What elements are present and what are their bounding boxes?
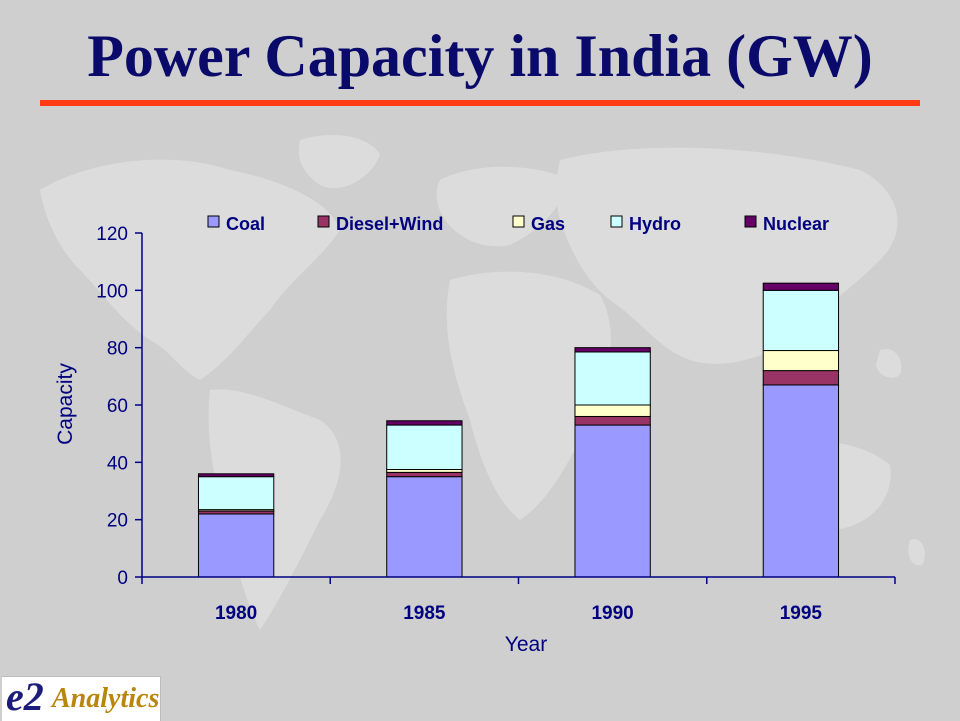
slide-title: Power Capacity in India (GW): [87, 23, 873, 89]
legend-label: Nuclear: [763, 214, 829, 234]
logo-mark: e2: [6, 674, 44, 719]
x-tick-label: 1990: [591, 603, 633, 624]
bar-segment-nuclear: [574, 347, 651, 353]
bar-segment-hydro: [762, 289, 840, 352]
north-america-shape: [40, 159, 340, 380]
bar-segment-nuclear: [762, 282, 840, 291]
bar-segment-coal: [762, 384, 840, 578]
y-tick-label: 100: [96, 281, 128, 302]
e2-analytics-logo: e2 Analytics: [2, 674, 161, 721]
bar-segment-hydro: [574, 351, 651, 406]
logo-word: Analytics: [52, 683, 160, 714]
legend-label: Gas: [531, 214, 565, 234]
y-tick-label: 40: [107, 453, 128, 474]
bar-segment-coal: [197, 513, 275, 578]
x-axis: 1980 1985 1990 1995: [141, 576, 896, 624]
bar-segment-nuclear: [386, 420, 463, 426]
y-tick-label: 80: [107, 339, 128, 360]
legend-swatch: [512, 215, 525, 228]
title-rule: [40, 100, 920, 106]
x-tick-label: 1985: [403, 603, 446, 624]
x-tick-label: 1980: [215, 603, 257, 624]
bar-segment-hydro: [197, 476, 275, 511]
legend-swatch: [744, 215, 757, 228]
bar-segment-nuclear: [197, 473, 275, 478]
y-axis-label: Capacity: [54, 363, 77, 445]
greenland-shape: [298, 135, 380, 189]
bar-segment-hydro: [386, 424, 463, 471]
legend-label: Coal: [226, 214, 265, 234]
legend-swatch: [317, 215, 330, 228]
bar-segment-coal: [386, 476, 463, 578]
legend-swatch: [207, 215, 220, 228]
europe-shape: [436, 166, 570, 247]
islands-shape: [876, 349, 925, 566]
y-tick-label: 20: [107, 511, 128, 532]
legend-label: Hydro: [629, 214, 681, 234]
bar-segment-diesel-wind: [762, 370, 840, 386]
bar-segment-gas: [762, 350, 840, 372]
bar-segment-gas: [574, 404, 651, 417]
bar-segment-diesel-wind: [574, 415, 651, 426]
y-tick-label: 0: [117, 568, 128, 589]
y-axis: 0 20 40 60 80 100 120: [96, 224, 143, 589]
legend: Coal Diesel+Wind Gas Hydro Nuclear: [207, 214, 829, 234]
bar-segment-diesel-wind: [386, 471, 463, 478]
legend-swatch: [610, 215, 623, 228]
y-tick-label: 120: [96, 224, 128, 245]
plot-area: [197, 282, 840, 578]
africa-shape: [446, 271, 611, 520]
bar-segment-coal: [574, 424, 651, 578]
x-tick-label: 1995: [780, 603, 823, 624]
legend-label: Diesel+Wind: [336, 214, 443, 234]
y-tick-label: 60: [107, 396, 128, 417]
x-axis-label: Year: [505, 633, 547, 656]
